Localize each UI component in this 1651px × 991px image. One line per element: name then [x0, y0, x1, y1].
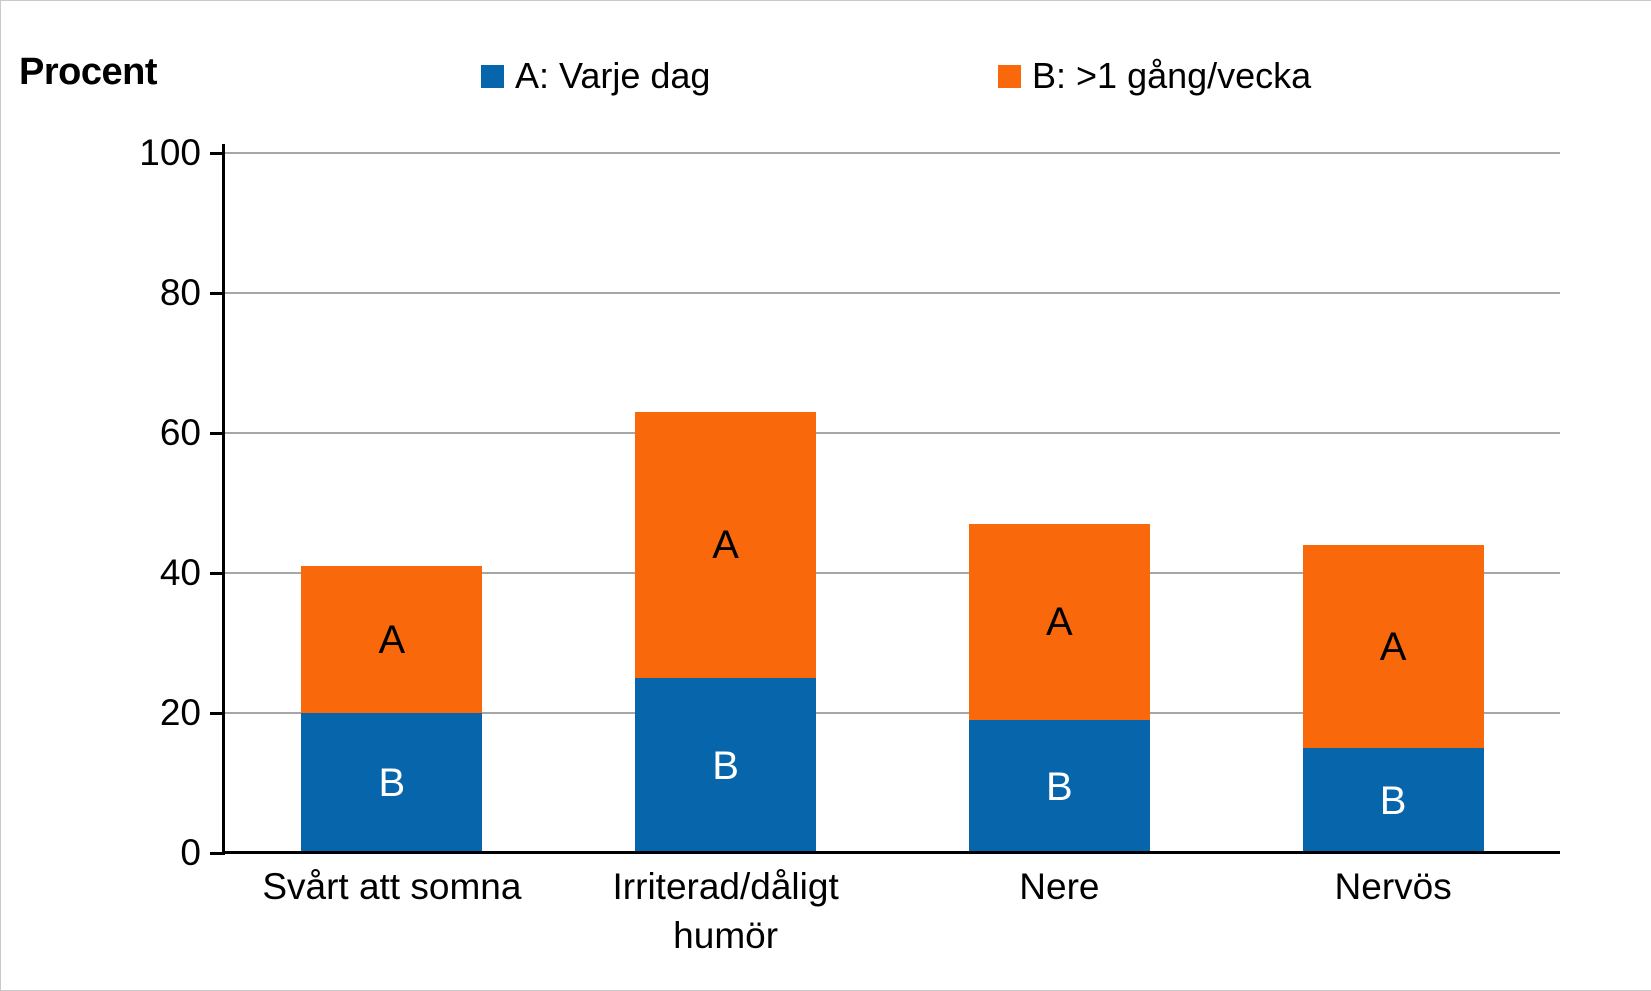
gridline-100	[225, 152, 1560, 154]
y-tick-label-0: 0	[180, 832, 201, 873]
y-axis-tick-40	[210, 572, 225, 575]
y-axis-line	[222, 144, 225, 855]
y-axis-tick-0	[210, 852, 225, 855]
bar-letter: B	[378, 761, 406, 805]
bar-segment-bottom-3: B	[1302, 748, 1484, 853]
y-tick-label-40: 40	[159, 552, 201, 593]
y-tick-label-20: 20	[159, 692, 201, 733]
bar-segment-bottom-2: B	[968, 720, 1150, 853]
legend-label-b: B: >1 gång/vecka	[1032, 55, 1312, 96]
x-category-label-0: Svårt att somna	[262, 866, 522, 907]
bar-letter: B	[1046, 764, 1073, 809]
y-tick-label-60: 60	[159, 412, 201, 453]
legend-item-a: A: Varje dag	[481, 55, 710, 97]
y-axis-tick-100	[210, 152, 225, 155]
bar-segment-bottom-1: B	[635, 678, 817, 853]
y-axis-tick-80	[210, 292, 225, 295]
gridline-60	[225, 432, 1560, 434]
bar-letter: A	[712, 523, 739, 567]
bar-segment-top-1: A	[635, 412, 817, 678]
bar-letter: B	[712, 743, 739, 788]
x-axis-line	[222, 851, 1560, 854]
x-category-label-1: Irriterad/dåligt humör	[612, 866, 839, 956]
x-category-label-3: Nervös	[1334, 866, 1452, 907]
legend-item-b: B: >1 gång/vecka	[998, 55, 1311, 97]
y-axis-tick-20	[210, 712, 225, 715]
bar-letter: A	[378, 617, 406, 662]
legend-swatch-a-icon	[481, 64, 504, 88]
legend-swatch-b-icon	[998, 64, 1021, 88]
y-tick-label-100: 100	[139, 132, 201, 173]
gridline-20	[225, 712, 1560, 714]
gridline-40	[225, 572, 1560, 574]
bar-letter: B	[1379, 778, 1407, 823]
legend-label-a: A: Varje dag	[515, 55, 711, 96]
y-axis-unit-label: Procent	[19, 51, 157, 93]
bar-segment-top-2: A	[968, 524, 1150, 720]
gridline-80	[225, 292, 1560, 294]
bar-letter: A	[1379, 624, 1407, 669]
x-category-label-2: Nere	[1019, 866, 1100, 907]
bar-segment-bottom-0: B	[301, 713, 483, 853]
bar-segment-top-0: A	[301, 566, 483, 713]
bar-letter: A	[1046, 600, 1073, 644]
y-tick-label-80: 80	[159, 272, 201, 313]
bar-segment-top-3: A	[1302, 545, 1484, 748]
y-axis-tick-60	[210, 432, 225, 435]
